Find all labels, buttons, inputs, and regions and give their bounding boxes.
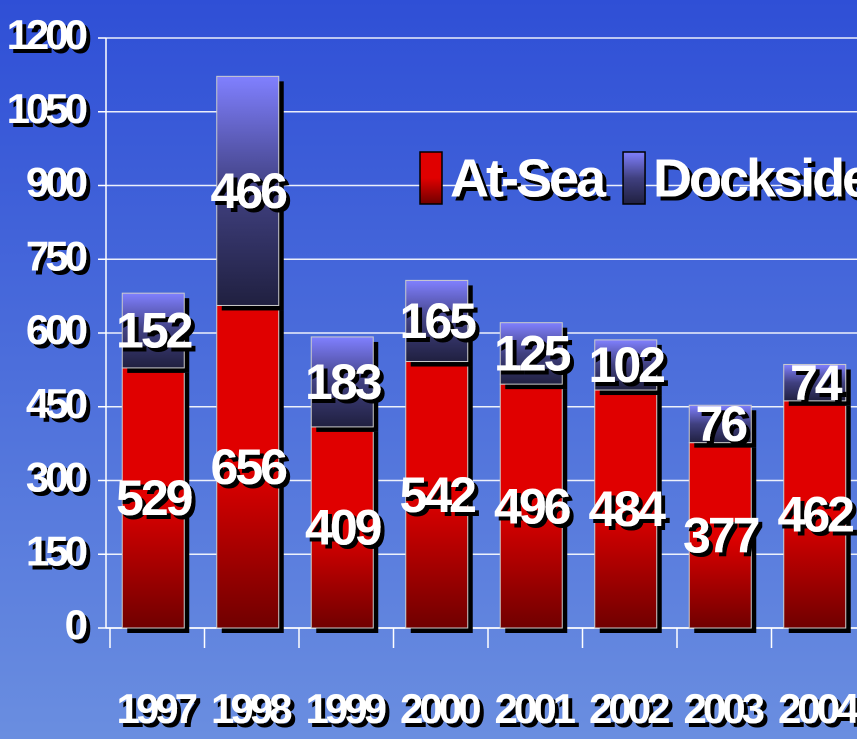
x-tick-label: 2001 [495, 685, 576, 732]
y-tick-label: 300 [26, 454, 87, 501]
y-tick-label: 0 [65, 601, 87, 648]
bar-segment [121, 367, 185, 629]
legend-label: Docksides [653, 148, 857, 208]
value-label: 656 [211, 439, 287, 495]
bar-segment [594, 389, 658, 629]
value-label: 466 [211, 163, 287, 219]
value-label: 377 [683, 508, 759, 564]
y-tick-label: 150 [26, 527, 87, 574]
value-label: 462 [778, 487, 854, 543]
bar-segment [499, 322, 563, 385]
bar-segment [310, 336, 374, 428]
bar-segment [499, 383, 563, 629]
legend-label: At-Sea [450, 148, 607, 208]
value-label: 76 [695, 396, 746, 452]
x-tick-label: 2000 [400, 685, 480, 732]
y-tick-label: 1200 [7, 11, 87, 58]
x-tick-label: 2002 [589, 685, 669, 732]
value-label: 125 [494, 326, 571, 382]
bar-segment [405, 361, 469, 629]
x-tick-label: 1997 [117, 685, 197, 732]
value-label: 496 [494, 478, 570, 534]
value-label: 74 [790, 355, 843, 411]
value-label: 542 [400, 467, 476, 523]
y-tick-label: 1050 [7, 85, 87, 132]
x-tick-label: 1998 [211, 685, 292, 732]
bar-segment [216, 75, 280, 306]
x-tick-label: 2003 [684, 685, 764, 732]
bar-segment [310, 426, 374, 629]
legend-swatch [622, 151, 646, 205]
value-label: 102 [589, 337, 665, 393]
value-label: 165 [400, 293, 477, 349]
value-label: 529 [116, 470, 192, 526]
bar-segment [594, 339, 658, 391]
y-tick-label: 450 [26, 380, 87, 427]
y-tick-label: 900 [26, 159, 87, 206]
legend-swatch [419, 151, 443, 205]
bar-segment [121, 292, 185, 369]
value-label: 409 [305, 500, 381, 556]
bar-segment [688, 442, 752, 629]
bar-segment [405, 279, 469, 363]
bar-segment [216, 304, 280, 629]
value-label: 484 [589, 481, 667, 537]
y-tick-label: 600 [26, 306, 87, 353]
x-tick-label: 1999 [306, 685, 386, 732]
bar-segment [783, 400, 847, 629]
value-label: 152 [116, 303, 192, 359]
bar-segment [783, 363, 847, 402]
bar-segment [688, 404, 752, 444]
y-tick-label: 750 [26, 232, 87, 279]
x-tick-label: 2004 [778, 685, 857, 732]
value-label: 183 [305, 354, 381, 410]
